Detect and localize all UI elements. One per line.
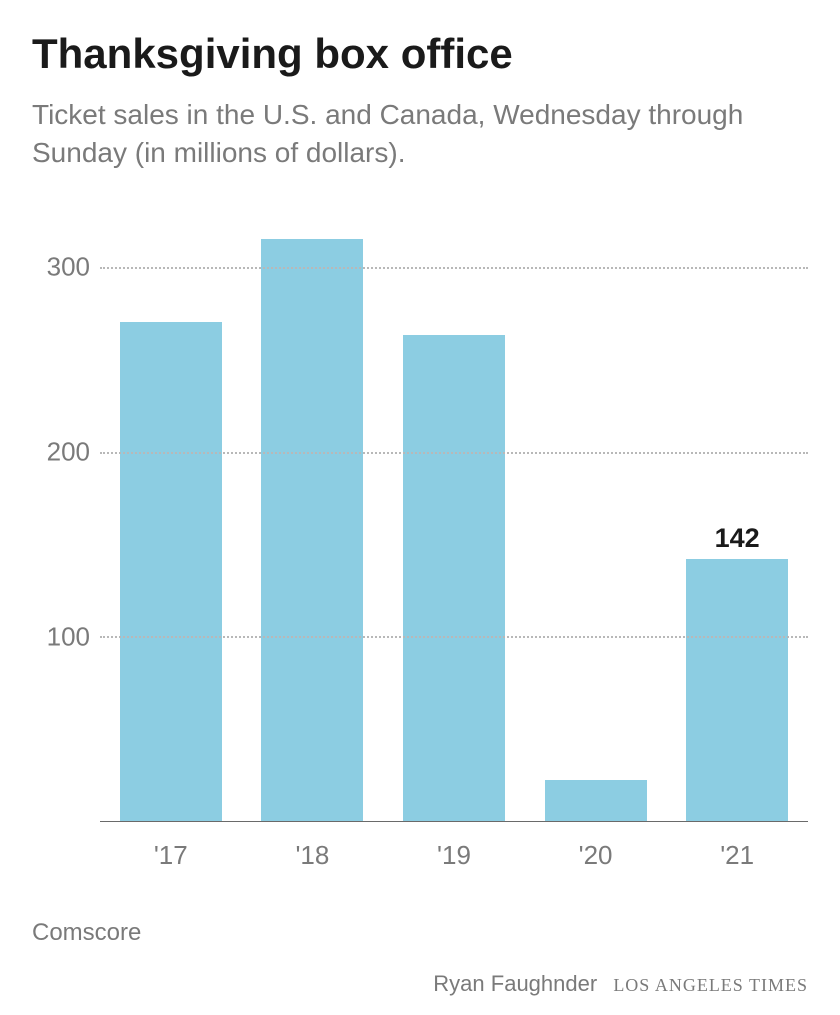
x-tick-label: '20 <box>525 840 667 871</box>
y-tick-label: 100 <box>47 621 90 652</box>
gridline <box>100 636 808 638</box>
source-line: Comscore <box>32 919 808 947</box>
gridline <box>100 452 808 454</box>
credit-line: Ryan Faughnder LOS ANGELES TIMES <box>32 971 808 997</box>
x-tick-label: '17 <box>100 840 242 871</box>
x-tick-label: '19 <box>383 840 525 871</box>
y-tick-label: 300 <box>47 252 90 283</box>
y-axis: 100 200 300 <box>32 212 100 822</box>
credit-org: LOS ANGELES TIMES <box>613 975 808 995</box>
chart-title: Thanksgiving box office <box>32 30 808 78</box>
bar-slot: 142 <box>666 212 808 821</box>
x-tick-label: '21 <box>666 840 808 871</box>
bar-slot <box>525 212 667 821</box>
y-tick-label: 200 <box>47 436 90 467</box>
x-tick-label: '18 <box>242 840 384 871</box>
bar: 142 <box>686 559 788 821</box>
bar <box>403 335 505 820</box>
bars-container: 142 <box>100 212 808 821</box>
bar-slot <box>383 212 525 821</box>
x-axis: '17'18'19'20'21 <box>100 840 808 871</box>
bar-slot <box>100 212 242 821</box>
bar-value-label: 142 <box>715 523 760 554</box>
bar-slot <box>242 212 384 821</box>
bar <box>545 780 647 821</box>
credit-author: Ryan Faughnder <box>433 971 597 996</box>
chart-area: 100 200 300 142 <box>32 212 808 822</box>
chart-subtitle: Ticket sales in the U.S. and Canada, Wed… <box>32 96 808 172</box>
plot-area: 142 <box>100 212 808 822</box>
bar <box>120 322 222 820</box>
bar <box>261 239 363 820</box>
gridline <box>100 267 808 269</box>
